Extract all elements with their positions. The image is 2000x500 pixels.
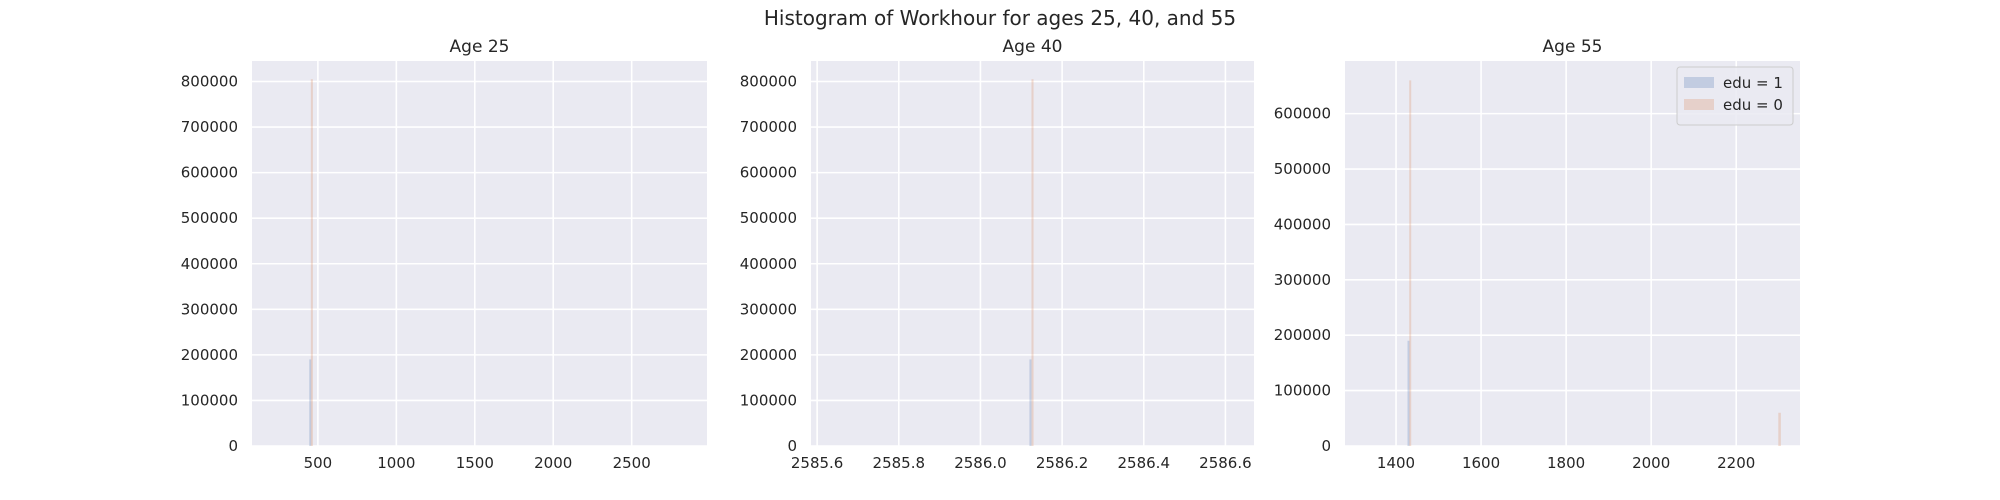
- y-tick-label: 800000: [740, 73, 797, 91]
- legend: edu = 1 edu = 0: [1676, 66, 1794, 126]
- y-tick-label: 0: [1321, 437, 1331, 455]
- legend-swatch: [1684, 77, 1714, 88]
- subplot-1: 500 1000 1500 2000 2500 0 100000 200000 300000 40…: [181, 37, 707, 472]
- y-tick-label: 600000: [740, 164, 797, 182]
- y-tick-label: 700000: [181, 118, 238, 136]
- y-tick-label: 200000: [181, 346, 238, 364]
- bar-edu0: [1031, 79, 1034, 446]
- bar-edu1: [1407, 340, 1410, 446]
- bar-edu0: [1778, 412, 1781, 446]
- x-tick-label: 2586.2: [1036, 454, 1089, 472]
- y-tick-label: 600000: [1274, 105, 1331, 123]
- subplot-title: Age 25: [450, 37, 510, 57]
- y-tick-label: 200000: [1274, 326, 1331, 344]
- subplots: 500 1000 1500 2000 2500010000020000030000040…: [181, 37, 1800, 472]
- x-tick-label: 2000: [534, 454, 572, 472]
- legend-swatch: [1684, 99, 1714, 110]
- y-tick-label: 800000: [181, 73, 238, 91]
- x-tick-label: 2585.8: [873, 454, 926, 472]
- y-tick-label: 500000: [740, 209, 797, 227]
- x-tick-label: 2000: [1632, 454, 1670, 472]
- y-tick-label: 100000: [1274, 382, 1331, 400]
- x-tick-label: 1000: [377, 454, 415, 472]
- x-tick-label: 500: [304, 454, 333, 472]
- y-tick-label: 600000: [181, 164, 238, 182]
- x-tick-label: 2586.6: [1199, 454, 1252, 472]
- bar-edu0: [310, 79, 313, 446]
- x-tick-label: 2500: [613, 454, 651, 472]
- x-tick-label: 2586.4: [1118, 454, 1171, 472]
- x-tick-label: 1800: [1547, 454, 1585, 472]
- legend-label: edu = 1: [1723, 74, 1783, 92]
- y-tick-label: 0: [787, 437, 797, 455]
- y-tick-label: 200000: [740, 346, 797, 364]
- y-tick-label: 100000: [181, 391, 238, 409]
- y-tick-label: 300000: [740, 300, 797, 318]
- subplot-title: Age 55: [1543, 37, 1603, 57]
- x-tick-label: 1600: [1462, 454, 1500, 472]
- x-tick-label: 1500: [456, 454, 494, 472]
- y-tick-label: 400000: [740, 255, 797, 273]
- y-tick-label: 300000: [181, 300, 238, 318]
- y-tick-label: 300000: [1274, 271, 1331, 289]
- y-tick-label: 500000: [1274, 160, 1331, 178]
- plot-area: [811, 61, 1254, 446]
- y-tick-label: 700000: [740, 118, 797, 136]
- x-tick-label: 2200: [1717, 454, 1755, 472]
- subplot-3: 1400 1600 1800 2000 2200 0 100000 200000 300000 4…: [1274, 37, 1800, 472]
- y-tick-label: 400000: [181, 255, 238, 273]
- plot-area: [252, 61, 707, 446]
- bar-edu1: [1029, 359, 1032, 446]
- subplot-title: Age 40: [1003, 37, 1063, 57]
- bar-edu1: [309, 359, 312, 446]
- x-tick-label: 2586.0: [954, 454, 1007, 472]
- legend-label: edu = 0: [1723, 96, 1783, 114]
- figure-title: Histogram of Workhour for ages 25, 40, a…: [764, 6, 1236, 30]
- y-tick-label: 100000: [740, 391, 797, 409]
- legend-box: [1676, 66, 1794, 126]
- y-tick-label: 400000: [1274, 215, 1331, 233]
- x-tick-label: 1400: [1377, 454, 1415, 472]
- subplot-2: 2585.6 2585.8 2586.0 2586.2 2586.4 2586.6 0 100…: [740, 37, 1254, 472]
- y-tick-label: 500000: [181, 209, 238, 227]
- x-tick-label: 2585.6: [791, 454, 844, 472]
- y-tick-label: 0: [228, 437, 238, 455]
- bar-edu0: [1409, 80, 1412, 446]
